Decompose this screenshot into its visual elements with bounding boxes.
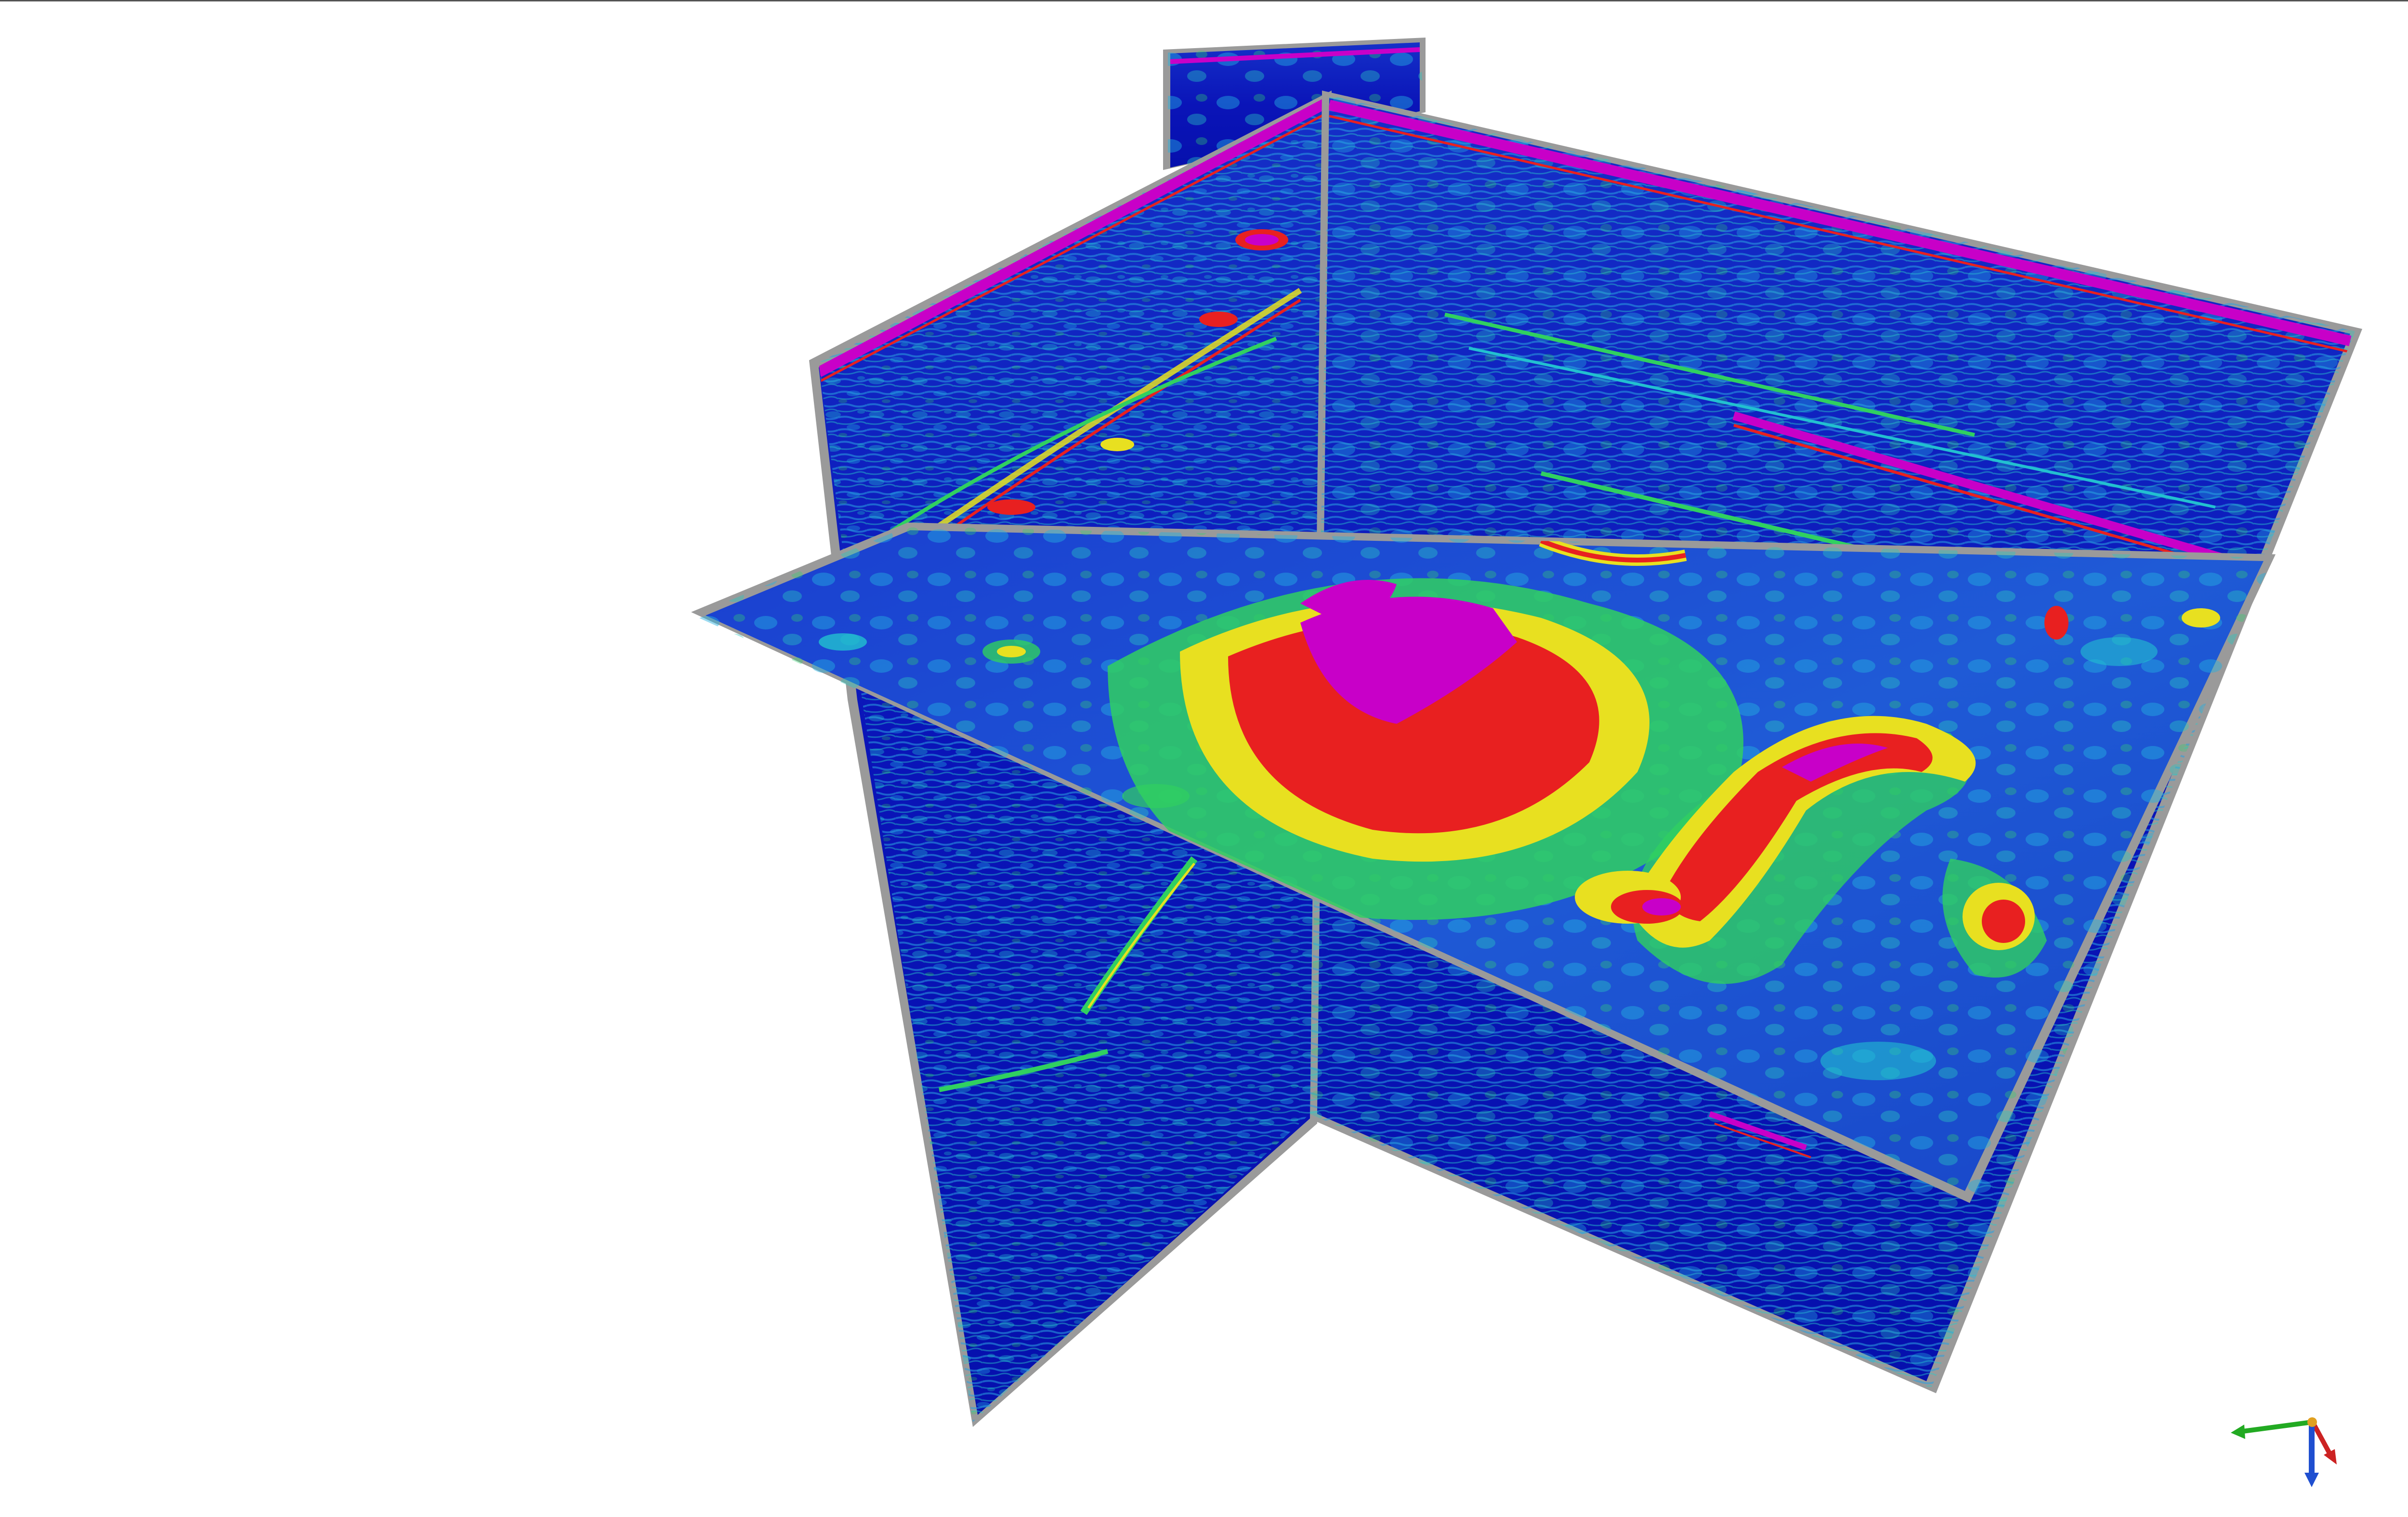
- y-axis-arrow: [2313, 1422, 2337, 1465]
- x-axis-arrow: [2231, 1422, 2312, 1439]
- axis-origin: [2307, 1417, 2317, 1427]
- orientation-axes[interactable]: [2225, 1398, 2345, 1494]
